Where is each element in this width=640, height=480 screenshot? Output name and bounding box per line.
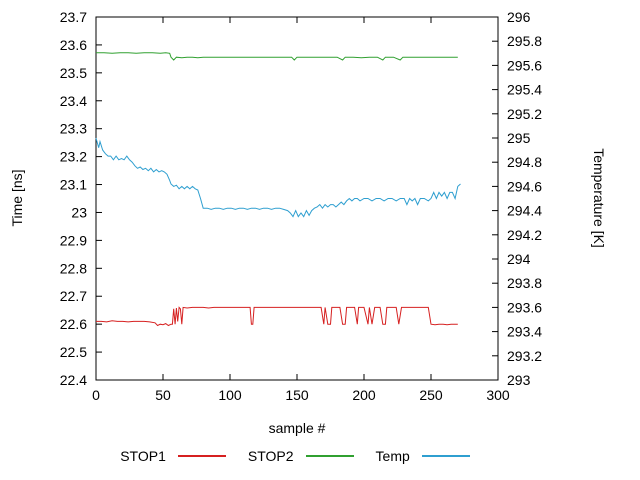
- y-left-tick-label: 22.6: [60, 316, 87, 332]
- plot-border: [95, 16, 499, 381]
- x-tick-label: 50: [155, 387, 171, 403]
- x-tick-label: 0: [92, 387, 100, 403]
- series-line-temp: [95, 137, 461, 218]
- y-left-tick-label: 23.6: [60, 37, 87, 53]
- series-line-stop2: [96, 52, 458, 61]
- legend-label-temp: Temp: [375, 448, 410, 464]
- x-tick-label: 100: [218, 387, 242, 403]
- y-right-tick-label: 294: [507, 251, 531, 267]
- y-right-tick-label: 293.4: [507, 324, 542, 340]
- y-right-tick-label: 293: [507, 372, 531, 388]
- y-left-tick-label: 23.1: [60, 177, 87, 193]
- y-right-tick-label: 296: [507, 9, 531, 25]
- y-left-tick-label: 23.3: [60, 121, 87, 137]
- y-right-tick-label: 295.6: [507, 57, 542, 73]
- legend-line-swatch-stop2: [305, 455, 354, 457]
- y-left-tick-label: 23: [71, 204, 87, 220]
- y-right-tick-label: 294.4: [507, 203, 542, 219]
- y-right-tick-label: 295.4: [507, 82, 542, 98]
- legend-label-stop2: STOP2: [247, 448, 294, 464]
- y-right-tick-label: 293.8: [507, 275, 542, 291]
- y-right-tick-label: 294.2: [507, 227, 542, 243]
- legend-item-temp: Temp: [376, 448, 470, 464]
- legend-line-swatch-temp: [421, 455, 470, 457]
- y-left-tick-label: 23.7: [60, 9, 87, 25]
- y-right-tick-label: 294.6: [507, 178, 542, 194]
- y-right-tick-label: 295: [507, 130, 531, 146]
- y-left-tick-label: 23.2: [60, 149, 87, 165]
- y-right-tick-label: 294.8: [507, 154, 542, 170]
- x-tick-label: 300: [486, 387, 510, 403]
- x-axis-title: sample #: [268, 420, 326, 436]
- x-tick-label: 150: [285, 387, 309, 403]
- legend-item-stop2: STOP2: [248, 448, 354, 464]
- y-right-tick-label: 293.6: [507, 299, 542, 315]
- x-tick-label: 250: [419, 387, 443, 403]
- y-left-tick-label: 22.8: [60, 260, 87, 276]
- y-left-tick-label: 22.5: [60, 344, 87, 360]
- y-left-tick-label: 22.9: [60, 232, 87, 248]
- y-left-tick-label: 23.5: [60, 65, 87, 81]
- y-left-tick-label: 22.7: [60, 288, 87, 304]
- legend-label-stop1: STOP1: [120, 448, 166, 464]
- y-left-tick-label: 23.4: [60, 93, 87, 109]
- left-axis-title: Time [ns]: [9, 169, 25, 227]
- series-line-stop1: [96, 306, 458, 327]
- right-axis-title: Temperature [K]: [591, 148, 607, 248]
- y-right-tick-label: 295.8: [507, 33, 542, 49]
- legend-line-swatch-stop1: [177, 455, 226, 457]
- x-tick-label: 200: [352, 387, 376, 403]
- y-left-tick-label: 22.4: [60, 372, 87, 388]
- y-right-tick-label: 293.2: [507, 348, 542, 364]
- legend-item-stop1: STOP1: [120, 448, 226, 464]
- y-right-tick-label: 295.2: [507, 106, 542, 122]
- legend: STOP1 STOP2 Temp: [0, 448, 615, 464]
